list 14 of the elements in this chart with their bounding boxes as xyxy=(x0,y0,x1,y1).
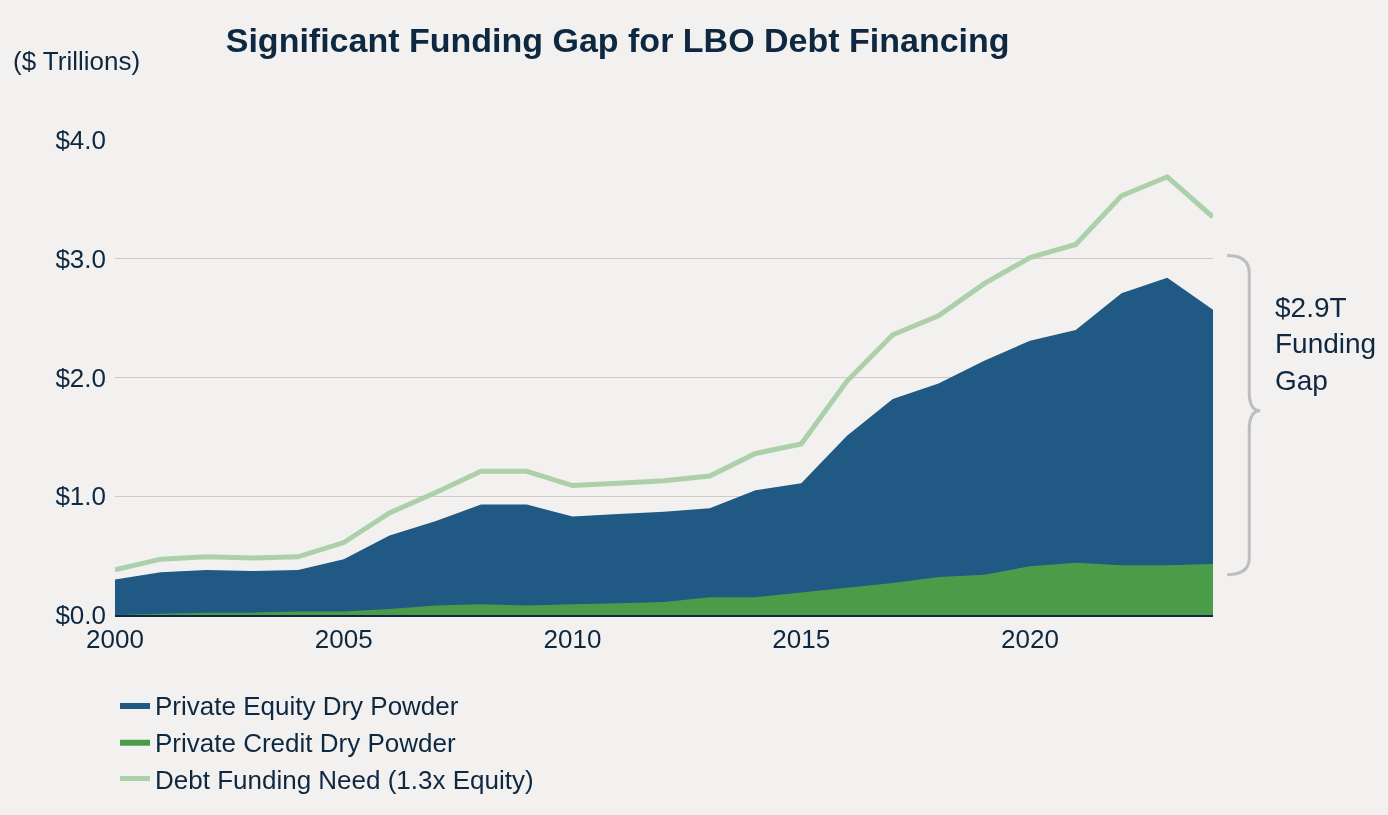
y-tick-label: $2.0 xyxy=(55,362,106,393)
y-axis-title: ($ Trillions) xyxy=(13,46,141,76)
y-tick-label: $4.0 xyxy=(55,125,106,156)
chart-title: Significant Funding Gap for LBO Debt Financing xyxy=(225,21,1010,60)
y-tick-label: $3.0 xyxy=(55,243,106,274)
x-tick-label: 2015 xyxy=(772,624,831,655)
legend-label: Private Equity Dry Powder xyxy=(155,691,459,722)
y-tick-label: $1.0 xyxy=(55,481,106,512)
x-tick-label: 2010 xyxy=(543,624,602,655)
x-tick-label: 2005 xyxy=(314,624,373,655)
legend-label: Debt Funding Need (1.3x Equity) xyxy=(155,764,534,795)
text: $2.9T Funding Gap xyxy=(1275,292,1377,396)
legend-label: Private Credit Dry Powder xyxy=(155,727,456,758)
x-tick-label: 2020 xyxy=(1001,624,1059,655)
